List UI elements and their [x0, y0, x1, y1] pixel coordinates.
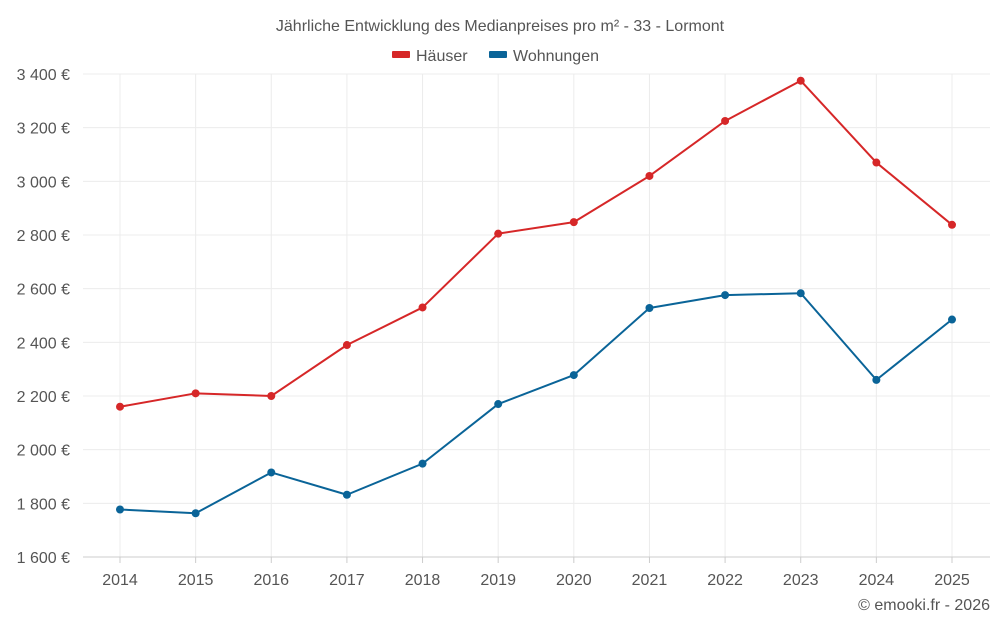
y-tick-label: 2 200 €: [17, 389, 70, 406]
credit-text: © emooki.fr - 2026: [858, 597, 990, 614]
data-point[interactable]: [645, 171, 654, 180]
y-tick-label: 2 400 €: [17, 335, 70, 352]
data-point[interactable]: [796, 289, 805, 298]
y-tick-label: 3 400 €: [17, 67, 70, 84]
x-tick-label: 2021: [632, 572, 668, 589]
y-tick-label: 2 800 €: [17, 228, 70, 245]
y-tick-label: 3 000 €: [17, 174, 70, 191]
y-tick-label: 2 600 €: [17, 282, 70, 299]
data-point[interactable]: [872, 158, 881, 167]
y-tick-label: 1 800 €: [17, 496, 70, 513]
x-tick-label: 2014: [102, 572, 138, 589]
legend-label: Häuser: [416, 48, 468, 65]
data-point[interactable]: [418, 459, 427, 468]
y-tick-label: 3 200 €: [17, 121, 70, 138]
data-point[interactable]: [116, 505, 124, 514]
series-häuser: [116, 76, 956, 411]
data-point[interactable]: [948, 315, 956, 324]
data-point[interactable]: [721, 291, 730, 300]
data-point[interactable]: [267, 392, 276, 400]
chart-title: Jährliche Entwicklung des Medianpreises …: [276, 18, 725, 35]
legend[interactable]: Häuser Wohnungen: [392, 48, 599, 65]
data-point[interactable]: [418, 303, 427, 312]
x-tick-label: 2015: [178, 572, 214, 589]
data-point[interactable]: [342, 490, 351, 499]
y-tick-label: 1 600 €: [17, 550, 70, 567]
data-point[interactable]: [569, 371, 578, 380]
data-point[interactable]: [645, 303, 654, 312]
legend-item-wohnungen[interactable]: Wohnungen: [489, 48, 599, 65]
legend-item-häuser[interactable]: Häuser: [392, 48, 468, 65]
series-line: [119, 292, 953, 515]
series-line: [119, 79, 953, 408]
x-tick-label: 2022: [707, 572, 743, 589]
x-tick-label: 2019: [480, 572, 516, 589]
series-wohnungen: [116, 289, 956, 518]
data-point[interactable]: [342, 341, 351, 350]
x-tick-label: 2024: [859, 572, 895, 589]
grid: [83, 73, 990, 558]
data-point[interactable]: [569, 218, 578, 227]
legend-swatch: [489, 51, 507, 58]
data-point[interactable]: [721, 116, 730, 125]
y-axis: 1 600 € 1 800 € 2 000 € 2 200 € 2 400 € 2 600…: [17, 67, 70, 567]
data-point[interactable]: [494, 229, 503, 238]
data-point[interactable]: [948, 220, 956, 229]
series-layer: [116, 76, 956, 518]
x-tick-label: 2017: [329, 572, 365, 589]
x-tick-label: 2020: [556, 572, 592, 589]
x-tick-label: 2025: [934, 572, 970, 589]
x-tick-label: 2023: [783, 572, 819, 589]
data-point[interactable]: [191, 509, 200, 518]
x-axis: 2014 2015 2016 2017 2018 2019 2020 2021 2022 2023…: [83, 556, 990, 589]
y-tick-label: 2 000 €: [17, 443, 70, 460]
legend-label: Wohnungen: [513, 48, 599, 65]
data-point[interactable]: [267, 468, 276, 477]
data-point[interactable]: [116, 402, 124, 411]
x-tick-label: 2018: [405, 572, 441, 589]
data-point[interactable]: [494, 400, 503, 409]
data-point[interactable]: [872, 375, 881, 384]
legend-swatch: [392, 51, 410, 58]
x-tick-label: 2016: [253, 572, 289, 589]
data-point[interactable]: [191, 389, 200, 398]
data-point[interactable]: [796, 76, 805, 85]
